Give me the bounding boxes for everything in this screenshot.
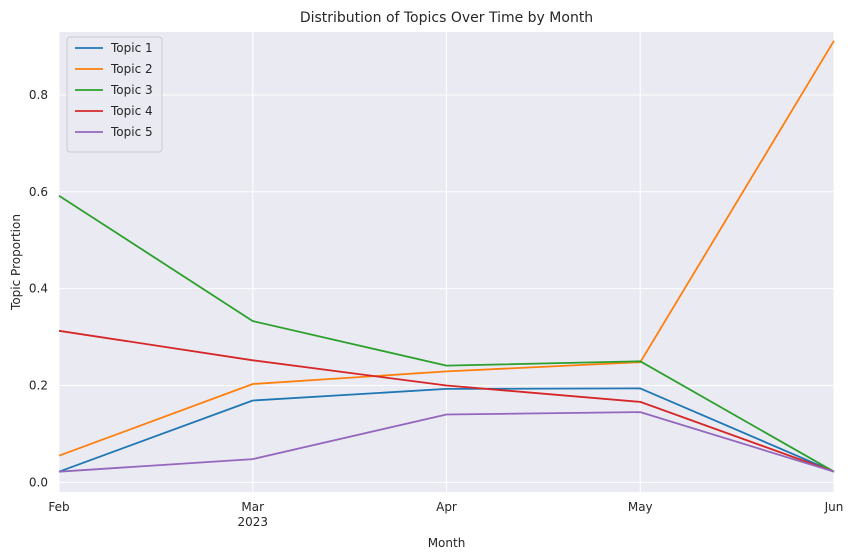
series-line-topic-5 xyxy=(58,411,835,473)
series-layer xyxy=(58,40,835,473)
legend-label: Topic 5 xyxy=(110,125,153,139)
series-line-topic-2 xyxy=(58,40,835,457)
series-line-topic-1 xyxy=(58,387,835,473)
y-tick-label: 0.2 xyxy=(29,378,48,392)
y-axis-title: Topic Proportion xyxy=(9,214,23,311)
x-tick-label: May xyxy=(628,500,653,514)
x-tick-year-label: 2023 xyxy=(237,515,268,529)
legend-label: Topic 3 xyxy=(110,83,153,97)
legend: Topic 1 Topic 2 Topic 3 Topic 4 Topic 5 xyxy=(66,36,163,153)
legend-label: Topic 2 xyxy=(110,62,153,76)
y-tick-label: 0.4 xyxy=(29,282,48,296)
x-tick-label: Feb xyxy=(48,500,69,514)
y-tick-label: 0.6 xyxy=(29,185,48,199)
chart-title: Distribution of Topics Over Time by Mont… xyxy=(300,10,593,26)
y-tick-label: 0.8 xyxy=(29,88,48,102)
x-axis-title: Month xyxy=(428,536,466,550)
series-line-topic-3 xyxy=(58,194,835,473)
x-tick-label: Apr xyxy=(436,500,457,514)
x-axis-ticks: Feb Mar Apr May Jun 2023 xyxy=(48,500,843,529)
y-tick-label: 0.0 xyxy=(29,475,48,489)
legend-frame xyxy=(66,36,163,153)
legend-label: Topic 4 xyxy=(110,104,153,118)
legend-label: Topic 1 xyxy=(110,41,153,55)
y-axis-ticks: 0.0 0.2 0.4 0.6 0.8 xyxy=(29,88,48,489)
x-tick-label: Jun xyxy=(824,500,844,514)
x-tick-label: Mar xyxy=(241,500,264,514)
series-line-topic-4 xyxy=(58,329,835,473)
